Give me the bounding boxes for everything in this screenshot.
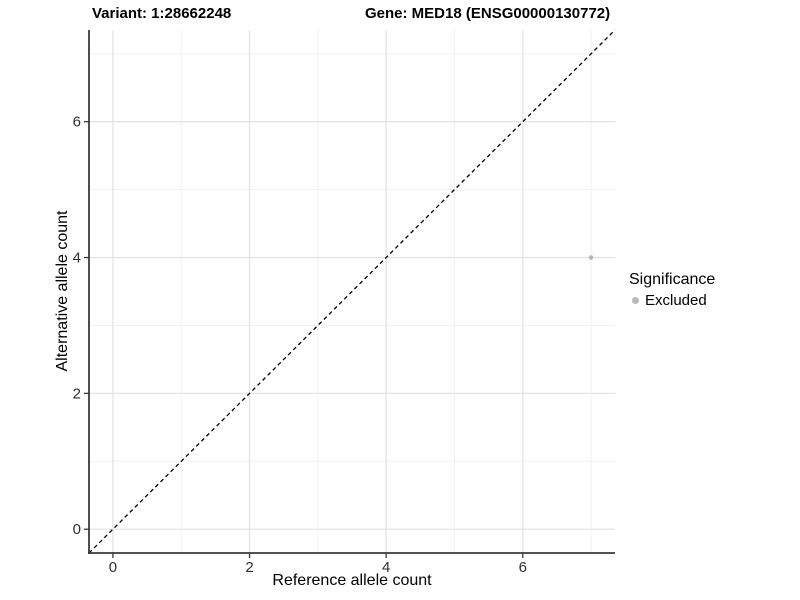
data-point: [588, 255, 594, 260]
y-tick-label: 0: [73, 521, 81, 538]
plot-title-variant: Variant: 1:28662248: [92, 5, 232, 22]
legend-dot-icon: [632, 297, 639, 304]
y-tick-label: 4: [73, 250, 81, 267]
legend-item-excluded: Excluded: [629, 292, 715, 309]
legend: Significance Excluded: [629, 271, 715, 309]
identity-dashed-line: [88, 29, 616, 554]
x-tick-label: 6: [519, 559, 527, 576]
y-tick-label: 6: [73, 114, 81, 131]
x-axis-label: Reference allele count: [272, 572, 432, 589]
x-tick-label: 4: [382, 559, 390, 576]
plot-title-gene: Gene: MED18 (ENSG00000130772): [365, 5, 611, 22]
legend-item-label: Excluded: [645, 292, 707, 309]
y-tick-label: 2: [73, 385, 81, 402]
x-tick-label: 0: [109, 559, 117, 576]
legend-title: Significance: [629, 271, 716, 288]
x-tick-label: 2: [245, 559, 253, 576]
y-axis-label: Alternative allele count: [54, 210, 71, 372]
